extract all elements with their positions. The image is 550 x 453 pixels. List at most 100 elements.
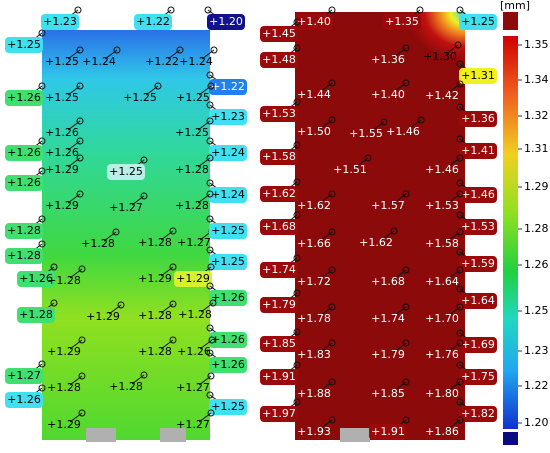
thickness-label: +1.83 <box>297 348 331 361</box>
label-box <box>260 406 298 422</box>
measure-point <box>364 154 372 162</box>
leader-line <box>69 339 83 350</box>
thickness-label: +1.27 <box>7 369 41 382</box>
thickness-label: +1.62 <box>359 236 393 249</box>
thickness-label: +1.41 <box>461 144 495 157</box>
thickness-label: +1.29 <box>47 418 81 431</box>
leader-line <box>319 381 333 392</box>
thickness-label: +1.28 <box>175 199 209 212</box>
measure-point <box>113 46 121 54</box>
thickness-label: +1.28 <box>138 236 172 249</box>
colorbar-under <box>503 432 518 445</box>
label-box <box>459 293 497 309</box>
colorbar: [mm] <box>500 0 530 445</box>
leader-line <box>319 306 333 317</box>
leader-line <box>145 85 159 96</box>
measure-point <box>456 266 464 274</box>
measure-point <box>38 167 46 175</box>
label-box <box>209 254 247 270</box>
thickness-label: +1.29 <box>47 345 81 358</box>
thickness-label: +1.28 <box>19 308 53 321</box>
colorbar-unit: [mm] <box>500 0 530 12</box>
thickness-label: +1.29 <box>138 272 172 285</box>
measure-point <box>328 228 336 236</box>
label-box <box>209 399 247 415</box>
thickness-label: +1.64 <box>461 294 495 307</box>
thickness-label: +1.23 <box>43 15 77 28</box>
measure-point <box>328 378 336 386</box>
thickness-label: +1.29 <box>45 163 79 176</box>
leader-line <box>393 269 407 280</box>
measure-point <box>293 141 301 149</box>
measure-point <box>293 178 301 186</box>
thickness-label: +1.57 <box>371 199 405 212</box>
thickness-label: +1.30 <box>423 50 457 63</box>
measure-point <box>456 361 464 369</box>
label-box <box>260 52 298 68</box>
leader-line <box>67 140 81 151</box>
thickness-label: +1.44 <box>297 88 331 101</box>
measure-point <box>293 44 301 52</box>
measure-point <box>38 137 46 145</box>
measure-point <box>38 29 46 37</box>
leader-line <box>198 85 212 96</box>
label-box <box>260 297 298 313</box>
thickness-label: +1.26 <box>7 91 41 104</box>
thickness-label: +1.25 <box>176 91 210 104</box>
measure-point <box>38 384 46 392</box>
leader-line <box>197 120 211 131</box>
thickness-label: +1.46 <box>425 163 459 176</box>
measure-point <box>454 41 462 49</box>
thickness-label: +1.36 <box>461 112 495 125</box>
measure-point <box>112 228 120 236</box>
leader-line <box>393 47 407 58</box>
thickness-label: +1.45 <box>262 27 296 40</box>
thickness-label: +1.68 <box>262 220 296 233</box>
thickness-label: +1.59 <box>461 257 495 270</box>
thickness-label: +1.22 <box>136 15 170 28</box>
measure-point <box>402 303 410 311</box>
thickness-label: +1.25 <box>211 400 245 413</box>
leader-line <box>131 195 145 206</box>
measure-point <box>456 211 464 219</box>
thickness-label: +1.40 <box>371 88 405 101</box>
label-box <box>260 336 298 352</box>
thickness-label: +1.86 <box>425 425 459 438</box>
label-box <box>5 175 43 191</box>
thickness-label: +1.28 <box>47 274 81 287</box>
measure-point <box>38 82 46 90</box>
leader-line <box>447 157 461 168</box>
thickness-label: +1.29 <box>86 310 120 323</box>
measure-point <box>380 118 388 126</box>
thickness-label: +1.50 <box>297 125 331 138</box>
leader-line <box>69 268 83 279</box>
leader-line <box>108 304 122 315</box>
measure-point <box>402 79 410 87</box>
measure-point <box>328 303 336 311</box>
thickness-label: +1.28 <box>178 308 212 321</box>
label-box <box>5 90 43 106</box>
colorbar-tick-label: 1.25 <box>524 304 549 317</box>
leader-line <box>447 342 461 353</box>
leader-line <box>67 193 81 204</box>
thickness-label: +1.76 <box>425 348 459 361</box>
label-box <box>383 14 421 30</box>
colorbar-tick-label: 1.34 <box>524 73 549 86</box>
notch <box>340 428 370 442</box>
measure-point <box>76 154 84 162</box>
thickness-label: +1.27 <box>176 418 210 431</box>
colorbar-tick-label: 1.23 <box>524 344 549 357</box>
thickness-label: +1.68 <box>371 275 405 288</box>
thickness-label: +1.64 <box>425 275 459 288</box>
measure-point <box>78 265 86 273</box>
label-box <box>459 406 497 422</box>
leader-line <box>445 44 459 55</box>
thickness-label: +1.24 <box>211 188 245 201</box>
measure-point <box>293 211 301 219</box>
measure-point <box>328 190 336 198</box>
leader-line <box>393 342 407 353</box>
label-box <box>134 14 172 30</box>
thickness-label: +1.70 <box>425 312 459 325</box>
label-box <box>459 143 497 159</box>
